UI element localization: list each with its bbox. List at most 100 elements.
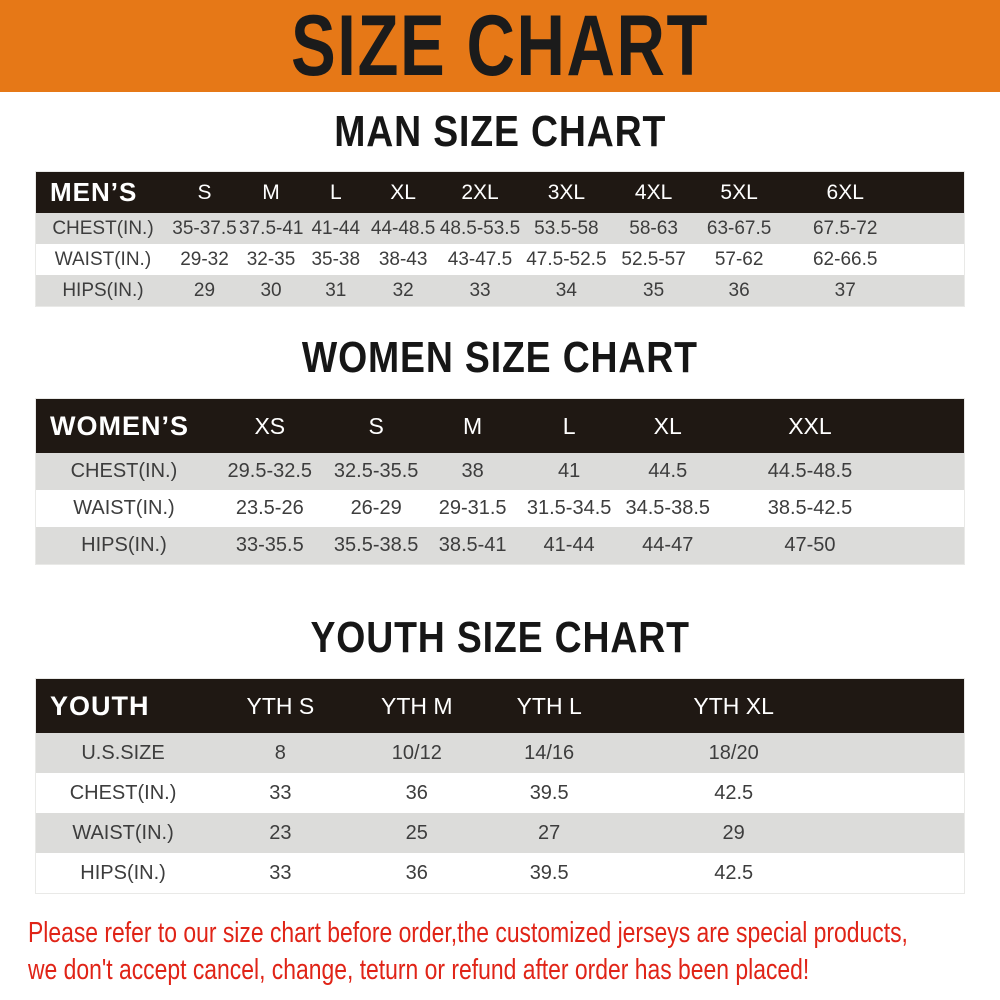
size-value-cell: 37: [834, 279, 856, 301]
size-value-cell: 38: [461, 460, 484, 482]
size-value-cell: 10/12: [391, 741, 442, 764]
size-value-cell: 33-35.5: [235, 534, 304, 556]
table-corner-label: WOMEN’S: [50, 410, 189, 441]
measurement-row: CHEST(IN.) 35-37.5 37.5-41 41-44 44-48.5 48.5…: [36, 213, 964, 244]
size-column-header: 5XL: [720, 180, 758, 204]
banner: SIZE CHART: [0, 0, 1000, 92]
size-value-cell: 62-66.5: [812, 248, 878, 270]
size-value-cell: 31.5-34.5: [526, 497, 612, 519]
size-value-cell: 31: [325, 279, 347, 301]
size-column-header: L: [329, 180, 342, 204]
size-value-cell: 14/16: [524, 741, 575, 764]
size-value-cell: 29: [722, 821, 745, 844]
size-value-cell: 34: [555, 279, 577, 301]
size-value-cell: 38.5-42.5: [767, 497, 853, 519]
size-value-cell: 57-62: [714, 248, 764, 270]
table-header-row: WOMEN’S XS S M L XL XXL: [36, 399, 964, 453]
size-value-cell: 23: [269, 821, 292, 844]
size-column-header: YTH L: [516, 692, 582, 719]
size-value-cell: 27: [538, 821, 561, 844]
size-value-cell: 36: [405, 861, 428, 884]
measurement-row: U.S.SIZE 8 10/12 14/16 18/20: [36, 733, 964, 773]
measurement-row: HIPS(IN.) 33-35.5 35.5-38.5 38.5-41 41-44 44-…: [36, 527, 964, 564]
size-column-header: S: [368, 412, 384, 439]
size-column-header: S: [197, 180, 212, 204]
size-column-header: 6XL: [826, 180, 864, 204]
women-table-wrapper: WOMEN’S XS S M L XL XXL CHEST(IN.) 29.5-32.5 32.5…: [35, 398, 965, 565]
youth-size-table: YOUTH YTH S YTH M YTH L YTH XL U.S.SIZE 8 10/12…: [35, 678, 965, 894]
size-column-header: XL: [653, 412, 682, 439]
size-value-cell: 58-63: [629, 217, 678, 239]
women-section-heading: WOMEN SIZE CHART: [0, 334, 1000, 382]
size-column-header: M: [262, 180, 280, 204]
footer-disclaimer-line1: Please refer to our size chart before or…: [28, 917, 908, 949]
row-label: U.S.SIZE: [81, 741, 165, 764]
youth-section: YOUTH SIZE CHART YOUTH YTH S YTH M YTH L YTH…: [0, 613, 1000, 894]
size-column-header: YTH S: [246, 692, 315, 719]
size-value-cell: 67.5-72: [812, 217, 878, 239]
size-value-cell: 18/20: [708, 741, 759, 764]
size-value-cell: 53.5-58: [534, 217, 599, 239]
row-label: HIPS(IN.): [81, 534, 167, 556]
size-value-cell: 33: [269, 861, 292, 884]
measurement-row: WAIST(IN.) 29-32 32-35 35-38 38-43 43-47.5 47.…: [36, 244, 964, 275]
women-section-heading-text: WOMEN SIZE CHART: [302, 333, 698, 382]
size-value-cell: 47.5-52.5: [526, 248, 607, 270]
size-value-cell: 48.5-53.5: [439, 217, 521, 239]
size-value-cell: 41: [557, 460, 581, 482]
measurement-row: CHEST(IN.) 33 36 39.5 42.5: [36, 773, 964, 813]
size-column-header: 4XL: [634, 180, 673, 204]
size-value-cell: 38-43: [378, 248, 428, 270]
youth-table-wrapper: YOUTH YTH S YTH M YTH L YTH XL U.S.SIZE 8 10/12…: [35, 678, 965, 894]
table-header-row: YOUTH YTH S YTH M YTH L YTH XL: [36, 679, 964, 733]
table-corner-label: MEN’S: [50, 177, 138, 207]
size-value-cell: 42.5: [714, 781, 754, 804]
row-label: HIPS(IN.): [62, 279, 144, 301]
men-table-wrapper: MEN’S S M L XL 2XL 3XL 4XL 5XL 6XL CHEST(IN.) 35-37…: [35, 171, 965, 307]
size-value-cell: 43-47.5: [447, 248, 513, 270]
size-column-header: XL: [390, 180, 416, 204]
size-column-header: XS: [254, 412, 286, 439]
size-column-header: 2XL: [461, 180, 499, 204]
women-size-table: WOMEN’S XS S M L XL XXL CHEST(IN.) 29.5-32.5 32.5…: [35, 398, 965, 565]
size-column-header: YTH M: [381, 692, 453, 719]
size-value-cell: 44.5: [648, 460, 688, 482]
row-label: WAIST(IN.): [73, 497, 175, 519]
size-value-cell: 42.5: [714, 861, 754, 884]
size-value-cell: 39.5: [529, 781, 569, 804]
row-label: HIPS(IN.): [80, 861, 166, 884]
youth-section-heading-text: YOUTH SIZE CHART: [310, 613, 690, 662]
size-value-cell: 32.5-35.5: [333, 460, 419, 482]
measurement-row: HIPS(IN.) 29 30 31 32 33 34 35 36 37: [36, 275, 964, 306]
footer-disclaimer-line2: we don't accept cancel, change, teturn o…: [28, 954, 810, 986]
size-value-cell: 41-44: [311, 217, 361, 239]
size-column-header: M: [463, 412, 483, 439]
size-value-cell: 47-50: [784, 534, 836, 556]
size-column-header: L: [562, 412, 576, 439]
size-value-cell: 34.5-38.5: [625, 497, 710, 519]
measurement-row: CHEST(IN.) 29.5-32.5 32.5-35.5 38 41 44.5 44.5…: [36, 453, 964, 490]
size-value-cell: 29-32: [180, 248, 229, 270]
row-label: WAIST(IN.): [72, 821, 174, 844]
men-section-heading-text: MAN SIZE CHART: [334, 107, 666, 156]
row-label: CHEST(IN.): [52, 217, 154, 239]
size-value-cell: 33: [269, 781, 292, 804]
size-value-cell: 32: [392, 279, 414, 301]
size-value-cell: 41-44: [543, 534, 595, 556]
size-value-cell: 35-37.5: [172, 217, 237, 239]
size-value-cell: 29: [193, 279, 216, 301]
size-value-cell: 63-67.5: [706, 217, 772, 239]
men-size-table: MEN’S S M L XL 2XL 3XL 4XL 5XL 6XL CHEST(IN.) 35-37…: [35, 171, 965, 307]
size-value-cell: 30: [260, 279, 282, 301]
size-value-cell: 32-35: [246, 248, 296, 270]
size-value-cell: 52.5-57: [621, 248, 686, 270]
size-column-header: XXL: [788, 412, 832, 439]
size-value-cell: 8: [274, 741, 286, 764]
size-value-cell: 44-47: [642, 534, 694, 556]
measurement-row: HIPS(IN.) 33 36 39.5 42.5: [36, 853, 964, 893]
size-value-cell: 37.5-41: [239, 217, 304, 239]
size-value-cell: 23.5-26: [235, 497, 304, 519]
row-label: CHEST(IN.): [70, 460, 178, 482]
size-value-cell: 33: [469, 279, 491, 301]
